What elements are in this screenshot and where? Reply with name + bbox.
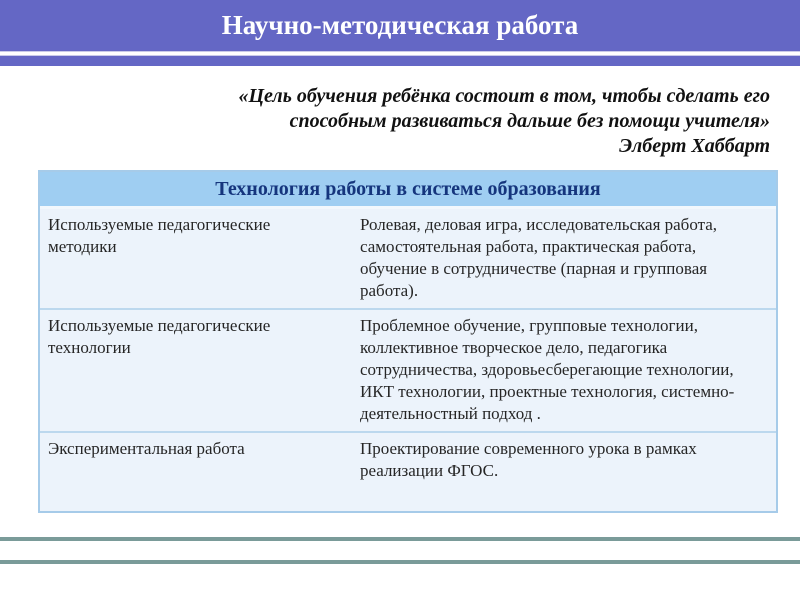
table-row: Экспериментальная работа Проектирование … (40, 431, 776, 511)
table-row: Используемые педагогические методики Рол… (40, 209, 776, 308)
table-cell-label: Используемые педагогические технологии (48, 316, 271, 357)
table-cell-content: Проектирование современного урока в рамк… (360, 439, 697, 480)
quote-line-2: способным развиваться дальше без помощи … (289, 110, 770, 132)
quote-line-1: «Цель обучения ребёнка состоит в том, чт… (238, 85, 771, 107)
table-cell-label: Используемые педагогические методики (48, 215, 271, 256)
table-cell-content: Ролевая, деловая игра, исследовательская… (360, 215, 718, 300)
slide-title-banner: Научно-методическая работа (0, 0, 800, 51)
bottom-decoration-bar (0, 537, 800, 564)
banner-divider-line (0, 51, 800, 56)
table-row: Используемые педагогические технологии П… (40, 308, 776, 431)
table-header: Технология работы в системе образования (40, 172, 776, 209)
technology-table: Технология работы в системе образования … (38, 170, 778, 513)
table-cell-label: Экспериментальная работа (48, 439, 245, 458)
quote-attribution: Элберт Хаббарт (619, 135, 770, 157)
banner-accent-strip (0, 56, 800, 66)
table-cell-content: Проблемное обучение, групповые технологи… (360, 316, 735, 423)
slide-title: Научно-методическая работа (221, 10, 579, 40)
quote-block: «Цель обучения ребёнка состоит в том, чт… (70, 84, 771, 159)
